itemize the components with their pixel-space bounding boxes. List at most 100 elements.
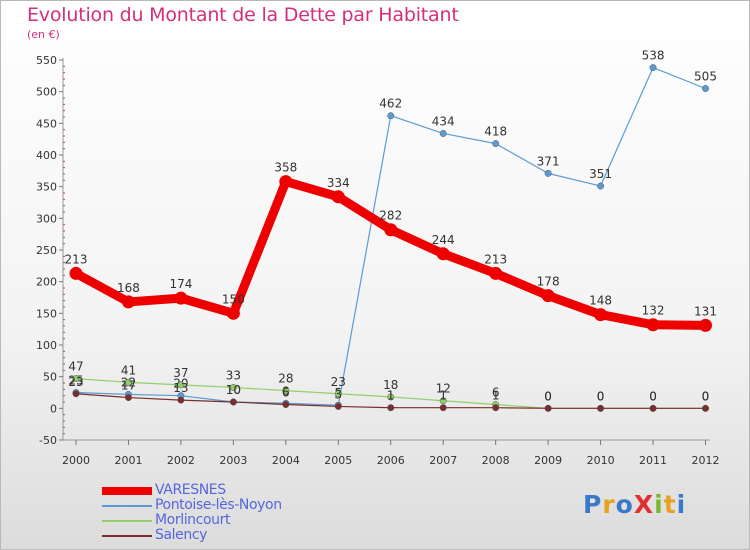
data-point bbox=[594, 308, 608, 322]
y-tick-label: 350 bbox=[36, 181, 57, 194]
data-point bbox=[649, 404, 657, 412]
data-label: 0 bbox=[702, 389, 710, 403]
proxiti-logo: ProXiti bbox=[583, 490, 686, 519]
data-label: 178 bbox=[537, 275, 560, 289]
data-label: 418 bbox=[484, 125, 507, 139]
x-tick-label: 2001 bbox=[114, 454, 142, 467]
data-label: 282 bbox=[379, 209, 402, 223]
legend-swatch bbox=[102, 535, 152, 537]
y-tick-label: 50 bbox=[43, 371, 57, 384]
data-label: 244 bbox=[432, 233, 455, 247]
data-point bbox=[279, 175, 293, 189]
data-point bbox=[69, 266, 83, 280]
data-point bbox=[125, 378, 132, 386]
y-tick-label: 500 bbox=[36, 86, 57, 99]
data-point bbox=[174, 291, 188, 305]
data-label: 213 bbox=[484, 252, 507, 266]
logo-letter: o bbox=[615, 490, 634, 519]
data-label: 17 bbox=[121, 379, 136, 393]
data-label: 0 bbox=[702, 389, 710, 403]
data-point bbox=[125, 394, 132, 402]
y-tick-label: 200 bbox=[36, 276, 57, 289]
x-tick-label: 2003 bbox=[219, 454, 247, 467]
data-point bbox=[699, 318, 712, 332]
data-point bbox=[229, 383, 237, 391]
data-label: 23 bbox=[331, 375, 346, 389]
legend-item-pontoise: Pontoise-lès-Noyon bbox=[102, 497, 422, 514]
data-point bbox=[331, 190, 345, 204]
y-tick-label: -50 bbox=[39, 434, 57, 447]
legend-label: Morlincourt bbox=[155, 512, 231, 528]
data-label: 1 bbox=[439, 389, 447, 403]
data-point bbox=[229, 398, 237, 406]
data-point bbox=[177, 381, 185, 389]
x-tick-label: 2004 bbox=[272, 454, 300, 467]
x-tick-label: 2012 bbox=[692, 454, 720, 467]
data-label: 13 bbox=[173, 381, 188, 395]
data-point bbox=[544, 404, 552, 412]
data-point bbox=[121, 295, 135, 309]
data-label: 505 bbox=[694, 70, 717, 84]
data-point bbox=[282, 387, 290, 395]
data-label: 168 bbox=[117, 281, 140, 295]
data-label: 132 bbox=[642, 304, 665, 318]
data-label: 334 bbox=[327, 176, 350, 190]
logo-letter: P bbox=[583, 490, 603, 519]
logo-letter: i bbox=[654, 490, 664, 519]
y-tick-label: 550 bbox=[36, 54, 57, 67]
data-label: 131 bbox=[694, 304, 717, 318]
data-label: 462 bbox=[379, 97, 402, 111]
logo-letter: i bbox=[676, 490, 687, 519]
data-label: 37 bbox=[173, 366, 188, 380]
legend-label: VARESNES bbox=[155, 482, 226, 498]
legend-label: Salency bbox=[155, 527, 208, 543]
data-label: 18 bbox=[383, 378, 398, 392]
data-point bbox=[649, 64, 657, 72]
legend-swatch bbox=[102, 520, 152, 522]
logo-letter: X bbox=[633, 490, 655, 519]
data-label: 23 bbox=[68, 375, 83, 389]
x-tick-label: 2002 bbox=[167, 454, 195, 467]
x-tick-label: 2011 bbox=[639, 454, 667, 467]
data-point bbox=[439, 130, 447, 137]
data-point bbox=[439, 397, 447, 405]
data-label: 0 bbox=[597, 389, 605, 403]
data-point bbox=[597, 182, 605, 190]
data-label: 0 bbox=[544, 389, 552, 403]
x-tick-label: 2005 bbox=[324, 454, 352, 467]
y-tick-label: 100 bbox=[36, 339, 57, 352]
data-label: 538 bbox=[642, 49, 665, 63]
data-label: 434 bbox=[432, 114, 455, 128]
logo-letter: t bbox=[663, 490, 677, 519]
data-point bbox=[387, 404, 395, 412]
data-label: 0 bbox=[597, 389, 605, 403]
data-label: 6 bbox=[282, 386, 290, 400]
legend-swatch bbox=[102, 487, 152, 495]
legend-label: Pontoise-lès-Noyon bbox=[155, 497, 282, 513]
data-label: 28 bbox=[278, 372, 293, 386]
data-point bbox=[72, 375, 80, 383]
data-label: 1 bbox=[387, 389, 395, 403]
legend-item-morlincourt: Morlincourt bbox=[102, 512, 422, 529]
data-label: 0 bbox=[649, 389, 657, 403]
data-label: 47 bbox=[68, 360, 83, 374]
data-point bbox=[387, 393, 395, 401]
y-tick-label: 150 bbox=[36, 307, 57, 320]
y-tick-label: 250 bbox=[36, 244, 57, 257]
data-point bbox=[492, 140, 500, 148]
data-label: 150 bbox=[222, 292, 245, 306]
x-tick-label: 2009 bbox=[534, 454, 562, 467]
data-label: 358 bbox=[274, 161, 297, 175]
data-point bbox=[436, 247, 450, 261]
data-label: 12 bbox=[436, 382, 451, 396]
chart-subtitle: (en €) bbox=[27, 28, 60, 41]
logo-letter: r bbox=[602, 490, 616, 519]
data-point bbox=[544, 169, 552, 177]
data-label: 10 bbox=[226, 383, 241, 397]
x-tick-label: 2010 bbox=[587, 454, 615, 467]
y-tick-label: 400 bbox=[36, 149, 57, 162]
data-label: 148 bbox=[589, 294, 612, 308]
y-tick-label: 300 bbox=[36, 212, 57, 225]
data-point bbox=[384, 223, 398, 237]
data-label: 3 bbox=[334, 387, 342, 401]
